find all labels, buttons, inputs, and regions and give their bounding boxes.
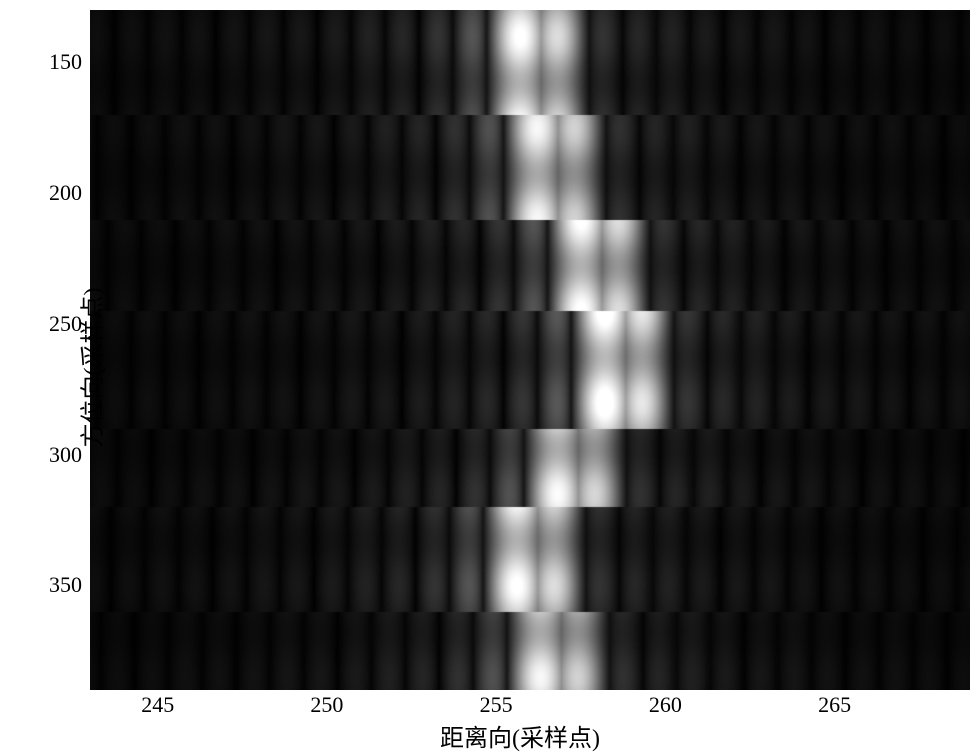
x-tick-label: 245 bbox=[128, 692, 188, 718]
heatmap-canvas bbox=[90, 10, 970, 690]
heatmap-plot bbox=[90, 10, 970, 690]
x-tick-label: 250 bbox=[297, 692, 357, 718]
x-tick-label: 260 bbox=[635, 692, 695, 718]
y-tick-label: 300 bbox=[22, 442, 82, 468]
y-tick-label: 250 bbox=[22, 311, 82, 337]
x-axis-label: 距离向(采样点) bbox=[440, 718, 600, 753]
x-tick-label: 265 bbox=[805, 692, 865, 718]
x-tick-label: 255 bbox=[466, 692, 526, 718]
y-tick-label: 350 bbox=[22, 572, 82, 598]
y-tick-label: 150 bbox=[22, 49, 82, 75]
y-tick-label: 200 bbox=[22, 180, 82, 206]
